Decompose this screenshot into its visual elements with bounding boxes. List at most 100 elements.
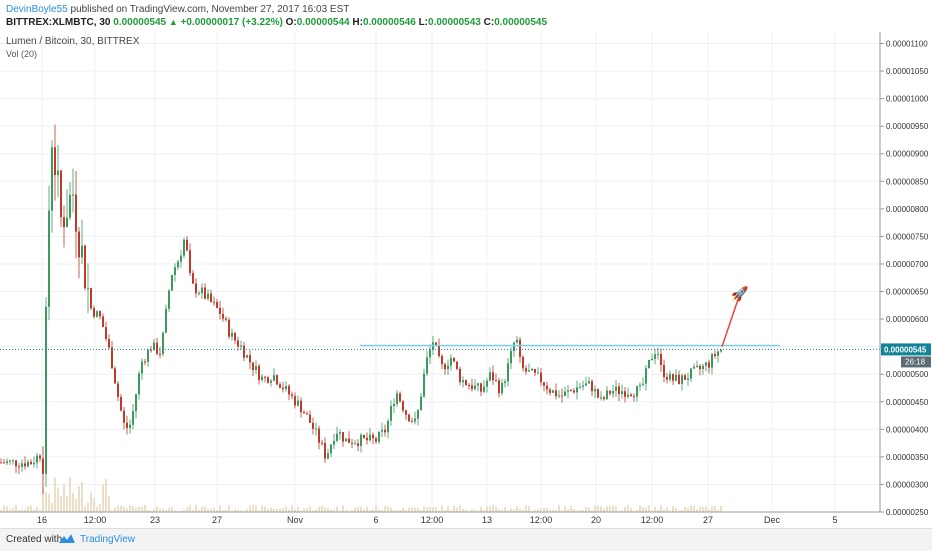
volume-bar	[504, 506, 506, 512]
candle-body	[24, 463, 26, 467]
candle-body	[549, 389, 551, 393]
candle-body	[561, 395, 563, 397]
price-tick-label: 0.00000250	[886, 508, 929, 517]
volume-bar	[381, 509, 383, 512]
time-tick-label: 12:00	[530, 515, 553, 525]
publish-info: published on TradingView.com, November 2…	[67, 4, 350, 15]
candle-body	[204, 287, 206, 299]
footer: Created with TradingView	[0, 528, 932, 551]
volume-bar	[318, 506, 320, 512]
price-change: +0.00000017 (+3.22%)	[180, 17, 283, 28]
symbol-name[interactable]: BITTREX:XLMBTC, 30	[6, 17, 111, 28]
volume-bar	[330, 509, 332, 512]
price-chart[interactable]: 🚀 0.00000250 0.00000300 0.00000350 0.000004…	[0, 32, 932, 528]
volume-bar	[108, 496, 110, 512]
volume-bar	[144, 505, 146, 512]
candle-body	[645, 368, 647, 384]
candle-body	[246, 355, 248, 358]
volume-bar	[96, 506, 98, 512]
volume-bar	[222, 510, 224, 512]
candle-body	[414, 418, 416, 422]
price-axis[interactable]: 0.00000250 0.00000300 0.00000350 0.00000400…	[879, 32, 929, 517]
volume-bar	[396, 510, 398, 512]
price-tag-value: 0.00000545	[884, 345, 927, 354]
volume-bar	[45, 492, 47, 512]
volume-bar	[78, 486, 80, 512]
candle-body	[117, 383, 119, 397]
candle-body	[234, 332, 236, 341]
volume-bar	[642, 507, 644, 512]
candle-body	[468, 384, 470, 386]
candle-body	[123, 410, 125, 423]
symbol-line: BITTREX:XLMBTC, 30 0.00000545 ▲ +0.00000…	[6, 17, 547, 28]
time-axis[interactable]: 16 12:00 23 27 Nov 6 12:00 13 12:00 20 12:00 27 Dec 5	[0, 511, 880, 525]
candle-body	[396, 393, 398, 404]
candle-body	[210, 293, 212, 302]
volume-bar	[174, 510, 176, 512]
volume-bar	[432, 506, 434, 512]
volume-bar	[303, 508, 305, 512]
candle-body	[666, 376, 668, 380]
volume-bar	[582, 509, 584, 512]
candle-body	[609, 390, 611, 394]
candle-body	[690, 368, 692, 379]
candle-body	[390, 405, 392, 421]
volume-bar	[534, 509, 536, 512]
price-tick-label: 0.00000450	[886, 398, 929, 407]
author-link[interactable]: DevinBoyle55	[6, 4, 68, 15]
volume-bar	[297, 506, 299, 512]
candle-body	[219, 307, 221, 314]
volume-bar	[114, 507, 116, 512]
volume-bar	[609, 505, 611, 512]
chart-area[interactable]: 🚀 0.00000250 0.00000300 0.00000350 0.000004…	[0, 32, 932, 528]
candle-body	[51, 147, 53, 211]
volume-bar	[366, 506, 368, 512]
volume-bar	[519, 508, 521, 512]
volume-bar	[399, 510, 401, 512]
candle-body	[438, 345, 440, 357]
volume-bar	[537, 509, 539, 512]
volume-bar	[402, 508, 404, 512]
candle-body	[543, 382, 545, 386]
volume-bar	[168, 507, 170, 512]
volume-bar	[552, 509, 554, 512]
volume-bar	[60, 496, 62, 512]
candle-body	[498, 380, 500, 394]
candle-body	[93, 308, 95, 317]
candle-body	[111, 347, 113, 369]
candle-body	[624, 391, 626, 397]
candle-body	[282, 387, 284, 390]
price-tick-label: 0.00000800	[886, 205, 929, 214]
candle-body	[576, 387, 578, 393]
candle-body	[441, 356, 443, 365]
high-value: 0.00000546	[362, 17, 416, 28]
volume-bar	[666, 507, 668, 512]
candle-body	[636, 386, 638, 397]
volume-bar	[228, 505, 230, 512]
candle-body	[477, 383, 479, 386]
volume-bar	[357, 506, 359, 512]
tradingview-brand[interactable]: TradingView	[80, 534, 136, 545]
candle-body	[519, 339, 521, 357]
candle-body	[510, 350, 512, 364]
candle-body	[684, 375, 686, 380]
volume-bar	[549, 509, 551, 512]
candle-body	[345, 438, 347, 442]
volume-bar	[522, 509, 524, 512]
candle-body	[399, 393, 401, 402]
tradingview-logo-icon[interactable]	[58, 533, 76, 548]
volume-bar	[669, 510, 671, 512]
close-label: C:	[483, 17, 495, 28]
volume-bar	[312, 510, 314, 512]
volume-bar	[705, 506, 707, 512]
candle-body	[387, 420, 389, 433]
candle-body	[318, 428, 320, 443]
candle-body	[69, 194, 71, 218]
candle-body	[90, 288, 92, 309]
volume-bar	[243, 510, 245, 512]
candle-body	[66, 217, 68, 228]
price-tick-label: 0.00000950	[886, 122, 929, 131]
volume-bar	[123, 506, 125, 512]
volume-bar	[162, 508, 164, 512]
volume-bar	[567, 508, 569, 512]
